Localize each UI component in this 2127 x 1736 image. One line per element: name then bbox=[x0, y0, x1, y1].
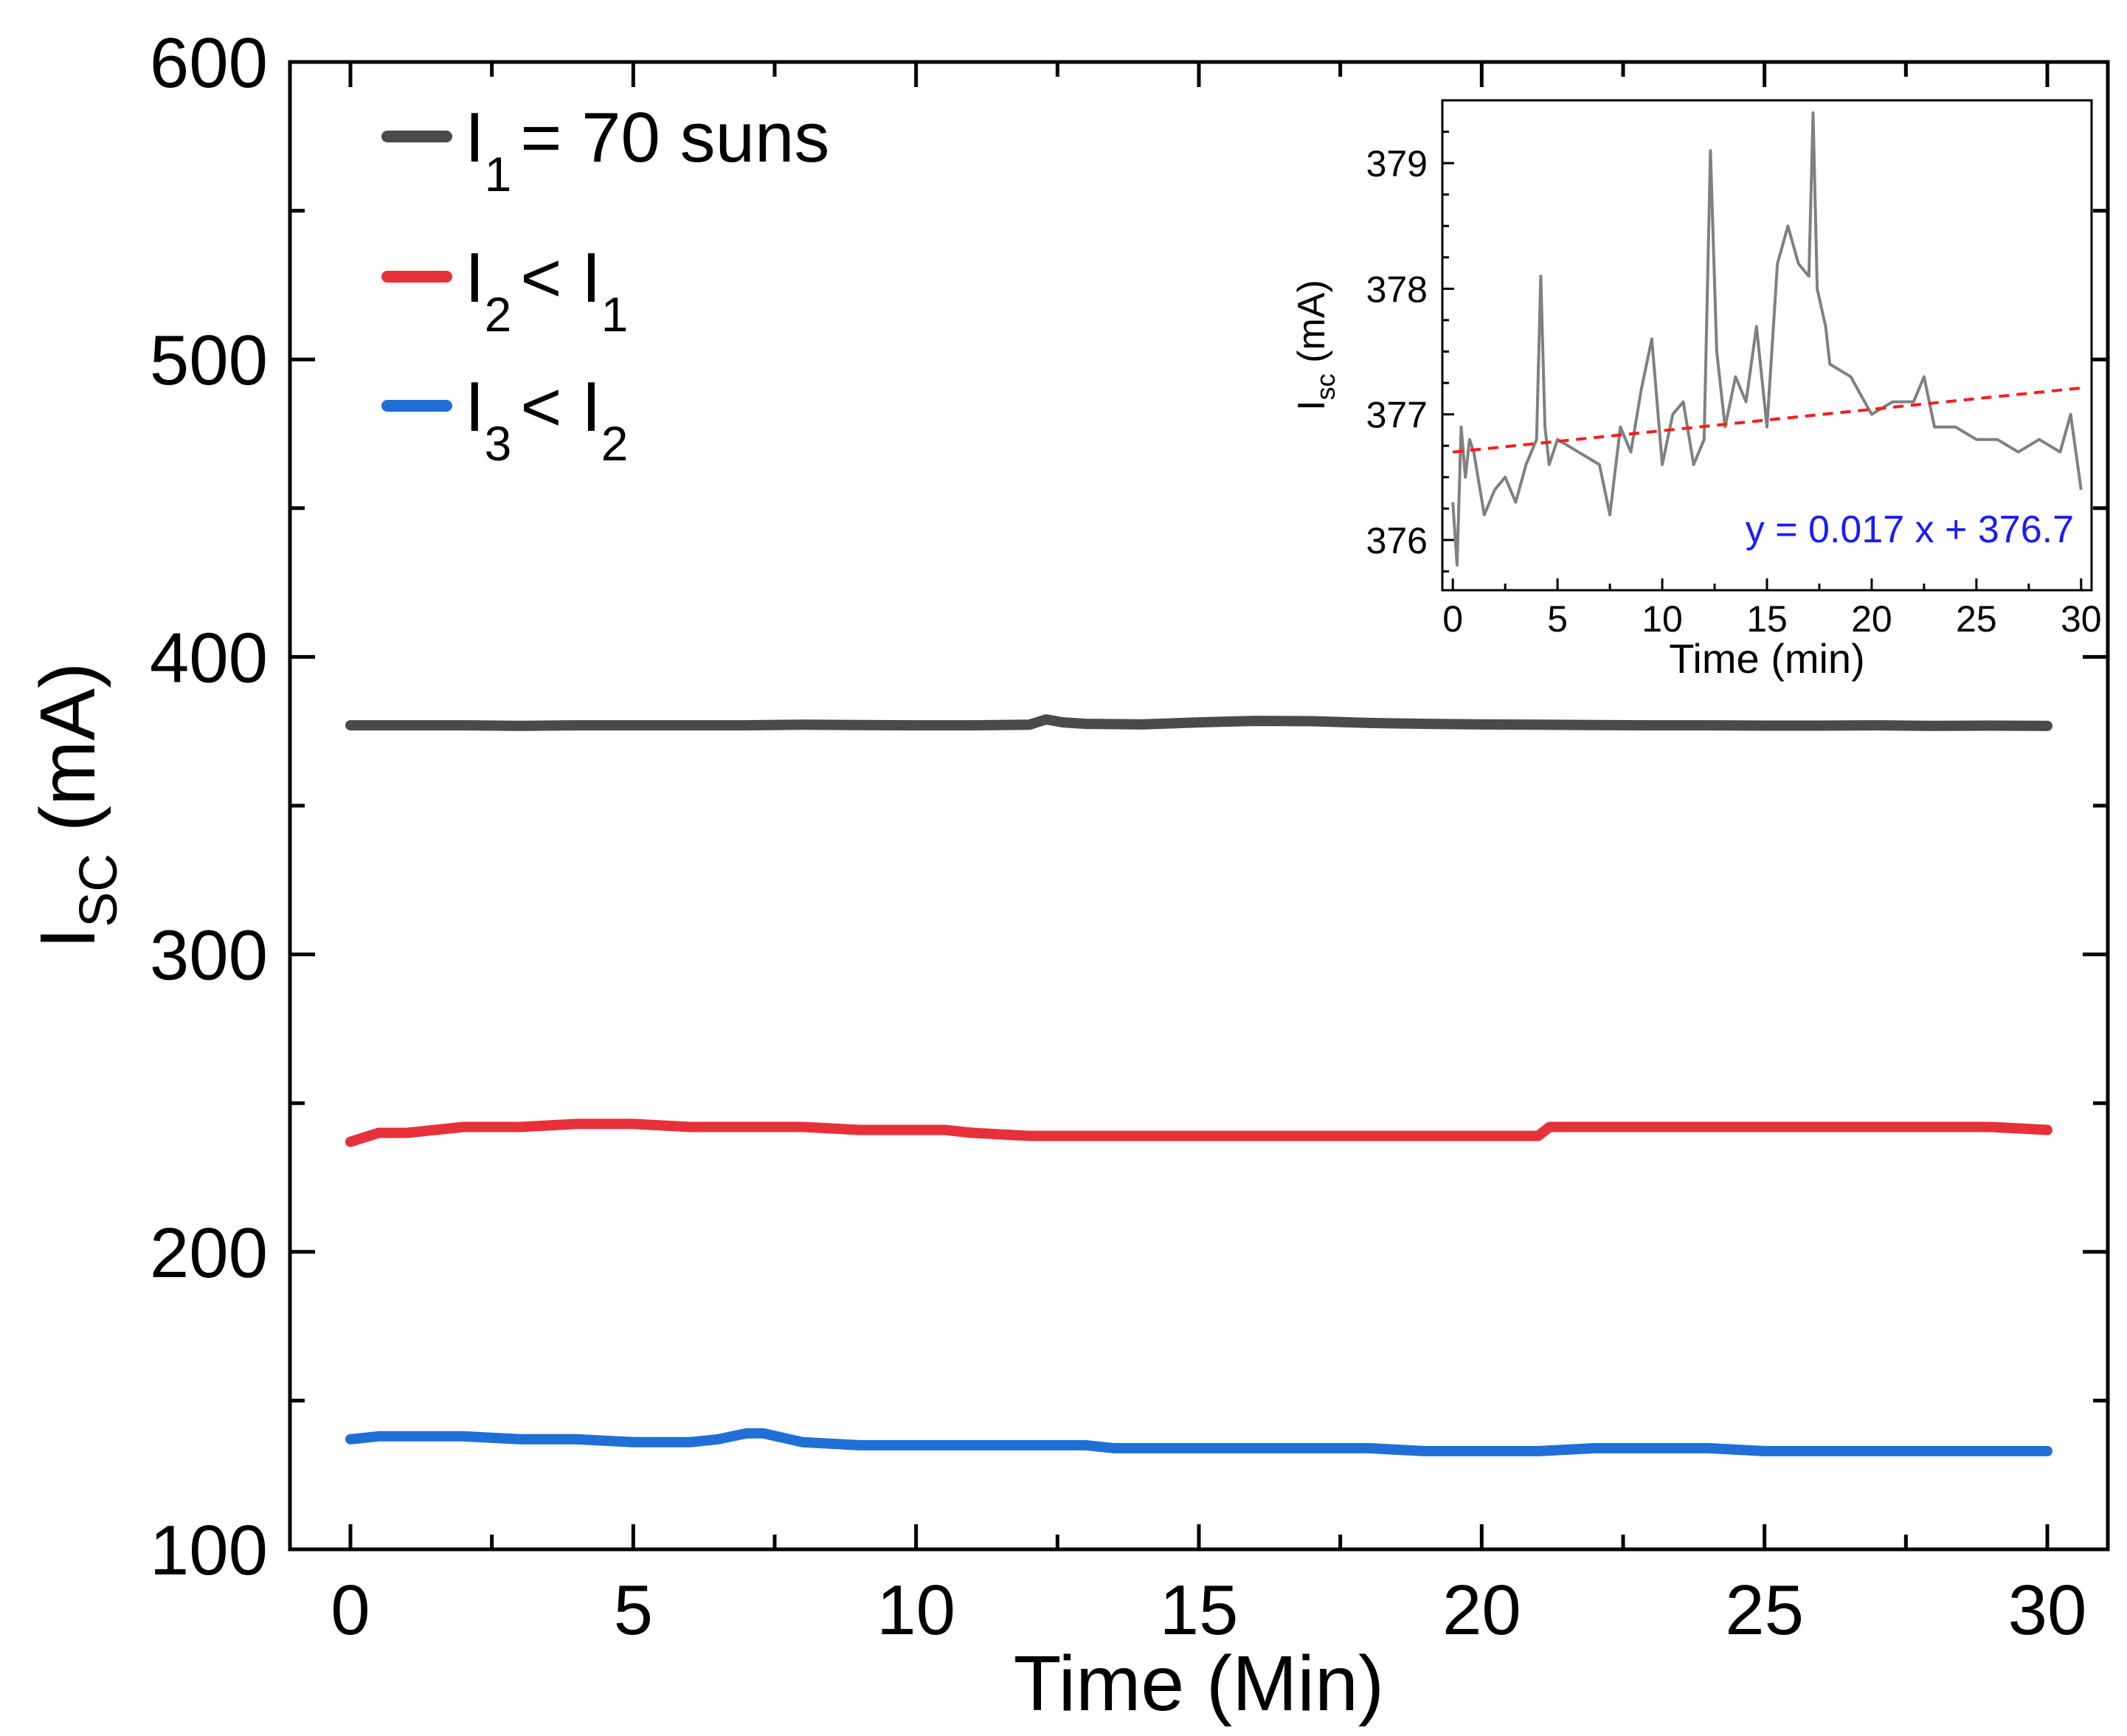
inset-x-tick-label: 0 bbox=[1442, 598, 1463, 640]
inset-fit-equation: y = 0.017 x + 376.7 bbox=[1746, 508, 2074, 551]
inset-y-tick-label: 376 bbox=[1366, 520, 1428, 561]
y-axis-title-sub: SC bbox=[69, 854, 128, 927]
x-axis-title: Time (Min) bbox=[1014, 1640, 1384, 1727]
inset-x-tick-label: 20 bbox=[1851, 598, 1892, 640]
legend-entry: I1 = 70 suns bbox=[465, 98, 829, 201]
series-line bbox=[345, 1118, 2052, 1147]
y-tick-label: 400 bbox=[150, 618, 268, 697]
legend-entry-sub: 2 bbox=[485, 287, 512, 342]
x-tick-label: 10 bbox=[876, 1571, 955, 1650]
legend-entry: I3 < I2 bbox=[465, 367, 629, 471]
y-tick-label: 100 bbox=[150, 1511, 268, 1590]
legend-entry-main: I bbox=[465, 98, 485, 177]
y-tick-label: 600 bbox=[150, 24, 268, 103]
legend-entry-sub2: 2 bbox=[601, 416, 629, 471]
legend-entry: I2 < I1 bbox=[465, 238, 629, 342]
legend-entry-sub2: 1 bbox=[601, 287, 629, 342]
x-tick-label: 0 bbox=[331, 1571, 370, 1650]
x-tick-label: 5 bbox=[614, 1571, 653, 1650]
x-tick-label: 25 bbox=[1725, 1571, 1804, 1650]
inset-y-axis-title-unit: (mA) bbox=[1290, 280, 1333, 373]
legend-entry-rest: < I bbox=[520, 367, 601, 446]
y-tick-label: 200 bbox=[150, 1214, 268, 1293]
y-tick-label: 500 bbox=[150, 321, 268, 400]
inset-x-axis-title: Time (min) bbox=[1669, 635, 1864, 682]
series-line bbox=[345, 1428, 2052, 1456]
x-tick-label: 15 bbox=[1160, 1571, 1239, 1650]
legend-entry-rest: = 70 suns bbox=[520, 98, 829, 177]
y-axis-title-main: I bbox=[24, 927, 111, 949]
inset-y-tick-label: 377 bbox=[1366, 395, 1428, 436]
series-line bbox=[345, 714, 2052, 731]
legend-entry-main: I bbox=[465, 238, 485, 317]
y-axis-title: ISC (mA) bbox=[24, 663, 128, 950]
inset-y-axis-title: Isc (mA) bbox=[1290, 280, 1341, 411]
y-tick-label: 300 bbox=[150, 916, 268, 995]
legend-entry-sub: 3 bbox=[485, 416, 512, 471]
x-tick-label: 30 bbox=[2008, 1571, 2087, 1650]
legend-entry-sub: 1 bbox=[485, 147, 512, 201]
legend-entry-main: I bbox=[465, 367, 485, 446]
inset-plot-frame bbox=[1441, 99, 2093, 592]
inset-x-tick-label: 15 bbox=[1746, 598, 1788, 640]
inset-y-axis-title-sub: sc bbox=[1310, 373, 1341, 400]
inset-x-tick-label: 10 bbox=[1642, 598, 1683, 640]
inset-y-axis-title-main: I bbox=[1290, 400, 1333, 410]
legend-entry-rest: < I bbox=[520, 238, 601, 317]
inset-x-tick-label: 30 bbox=[2061, 598, 2102, 640]
y-axis-title-unit: (mA) bbox=[24, 663, 111, 854]
inset-y-tick-label: 378 bbox=[1366, 269, 1428, 310]
x-tick-label: 20 bbox=[1442, 1571, 1521, 1650]
inset-x-tick-label: 5 bbox=[1547, 598, 1568, 640]
inset-series-line bbox=[1451, 111, 2083, 567]
inset-y-tick-label: 379 bbox=[1366, 143, 1428, 184]
inset-x-tick-label: 25 bbox=[1956, 598, 1997, 640]
